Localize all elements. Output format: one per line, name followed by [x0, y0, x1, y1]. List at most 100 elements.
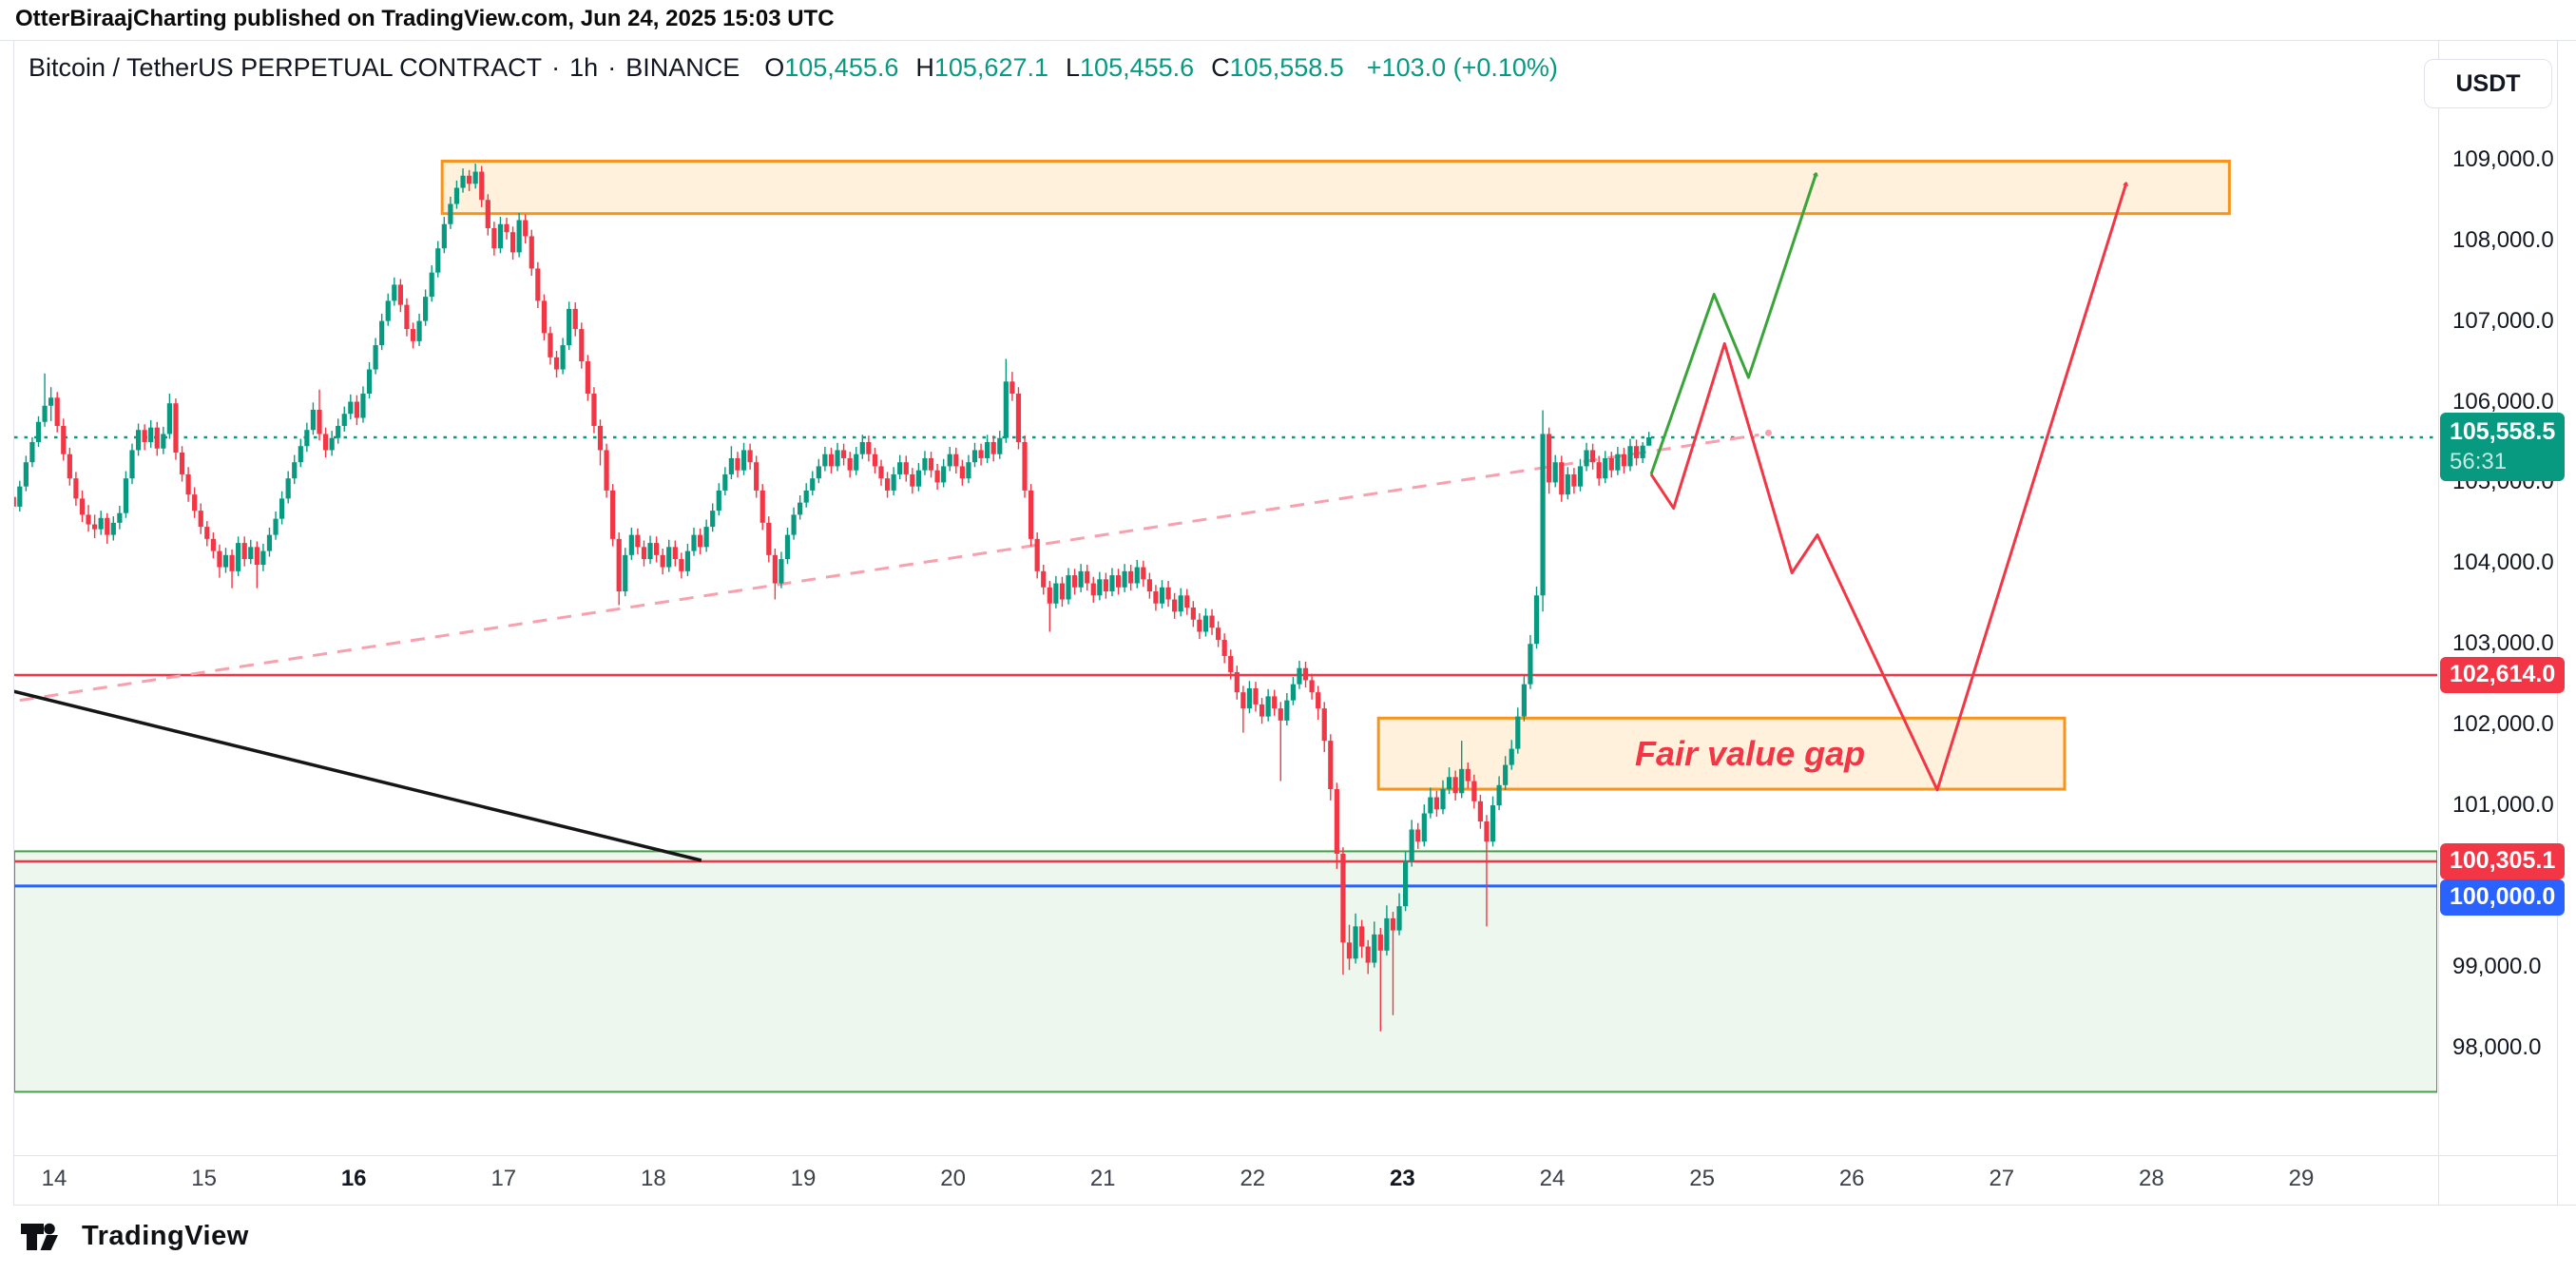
price-tick-label: 102,000.0 [2452, 711, 2554, 738]
candle-up [279, 498, 285, 519]
candle-down [1608, 457, 1614, 471]
candle-down [635, 534, 641, 548]
candle-up [161, 434, 166, 449]
time-tick-label: 19 [790, 1166, 817, 1191]
fair-value-gap-label[interactable]: Fair value gap [1635, 733, 1866, 773]
interval-label[interactable]: 1h [569, 53, 599, 82]
candle-down [254, 547, 260, 566]
candle-up [236, 543, 241, 571]
candle-up [1565, 473, 1570, 495]
candle-down [73, 478, 79, 499]
candle-down [523, 220, 529, 237]
candle-down [1316, 692, 1321, 709]
candle-down [1309, 680, 1315, 693]
candle-up [341, 414, 347, 426]
candle-down [91, 524, 98, 530]
candle-up [941, 466, 947, 483]
candle-down [978, 450, 984, 458]
candle-down [1009, 381, 1015, 395]
time-tick-label: 17 [490, 1166, 517, 1191]
candle-up [791, 514, 797, 535]
candle-up [1409, 829, 1414, 862]
candle-down [1090, 583, 1096, 596]
candle-down [697, 534, 703, 548]
projection-paths[interactable] [1649, 174, 2126, 792]
candle-down [210, 538, 216, 551]
ascending-dashed-handle [1764, 429, 1772, 436]
candle-down [1115, 575, 1122, 588]
separator-dot: · [551, 53, 561, 82]
candle-down [1221, 639, 1227, 656]
price-tick-label: 98,000.0 [2452, 1033, 2542, 1060]
time-tick-label: 27 [1989, 1166, 2015, 1191]
candle-down [322, 434, 329, 451]
price-label-pill: 102,614.0 [2440, 656, 2566, 693]
candle-down [192, 494, 198, 512]
candle-down [878, 466, 884, 479]
candle-down [1477, 801, 1484, 821]
candle-down [1272, 696, 1278, 709]
candle-up [1615, 454, 1621, 471]
candle-up [423, 297, 429, 321]
candle-up [1159, 587, 1165, 604]
candle-up [48, 397, 54, 406]
candle-up [129, 450, 135, 479]
candle-down [872, 454, 878, 467]
candle-down [1259, 704, 1265, 717]
candle-down [953, 454, 959, 467]
candle-up [1109, 575, 1115, 592]
candle-down [185, 473, 191, 495]
candle-up [1515, 716, 1521, 749]
symbol-title[interactable]: Bitcoin / TetherUS PERPETUAL CONTRACT [29, 53, 543, 82]
price-label-pill: 100,305.1 [2440, 843, 2566, 879]
candle-up [897, 462, 903, 474]
candle-up [803, 490, 809, 503]
candle-down [1240, 692, 1246, 709]
candle-up [1078, 570, 1084, 588]
currency-toggle-button[interactable]: USDT [2424, 59, 2552, 108]
candle-down [1590, 450, 1596, 463]
candle-up [1490, 805, 1496, 842]
drawing-lines[interactable] [10, 429, 2437, 888]
candle-up [1552, 462, 1558, 483]
tradingview-attribution[interactable]: TradingView [21, 1221, 249, 1252]
candle-down [241, 543, 247, 560]
candle-down [1022, 441, 1028, 491]
card-right-border [2557, 40, 2558, 1205]
candle-down [1559, 462, 1565, 495]
candle-up [441, 223, 447, 249]
candle-up [623, 554, 628, 592]
candle-down [1596, 462, 1602, 479]
candle-up [497, 223, 504, 249]
candle-down [660, 554, 665, 568]
drawing-zones[interactable] [14, 160, 2437, 1093]
candle-up [453, 187, 460, 204]
candle-down [610, 490, 616, 539]
candle-down [1346, 942, 1353, 959]
candle-up [1122, 570, 1127, 588]
candle-down [759, 490, 765, 523]
price-tick-label: 104,000.0 [2452, 550, 2554, 576]
candle-up [798, 502, 803, 515]
candle-up [35, 421, 42, 442]
candle-up [1297, 667, 1302, 685]
candle-down [1071, 575, 1078, 588]
candle-up [966, 462, 971, 479]
candle-down [1190, 608, 1196, 620]
time-axis-separator [13, 1155, 2557, 1156]
candle-up [985, 441, 990, 458]
candle-down [179, 453, 185, 474]
candle-down [591, 394, 597, 426]
candle-down [1146, 579, 1152, 592]
candle-down [1321, 708, 1327, 742]
candle-up [997, 437, 1003, 454]
candle-down [654, 543, 660, 555]
candle-down [485, 200, 490, 228]
ohlc-readout: O105,455.6 H105,627.1 L105,455.6 C105,55… [764, 53, 1558, 83]
candle-down [1216, 627, 1221, 640]
candle-down [198, 511, 203, 528]
candle-down [479, 171, 485, 201]
candle-up [148, 427, 154, 442]
